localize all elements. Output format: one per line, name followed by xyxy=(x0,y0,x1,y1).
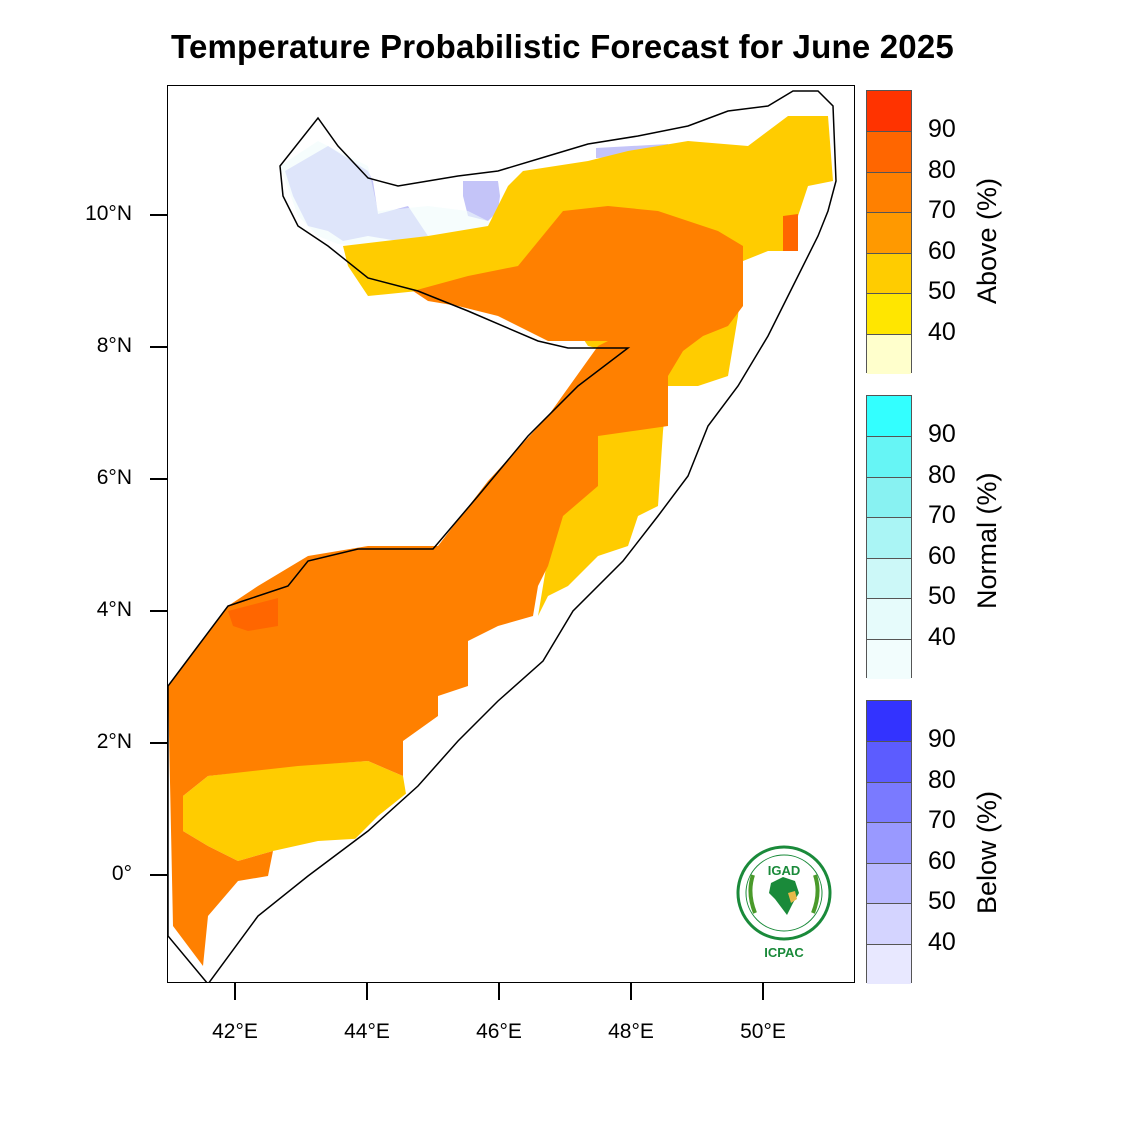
y-tick-mark xyxy=(150,610,167,612)
legend-label: 60 xyxy=(928,846,956,875)
y-tick-mark xyxy=(150,214,167,216)
legend-swatch xyxy=(867,557,911,599)
legend-swatch xyxy=(867,131,911,172)
legend-swatch xyxy=(867,741,911,782)
legend-title: Below (%) xyxy=(972,790,1002,914)
forecast-map xyxy=(168,90,854,982)
legend-swatch xyxy=(867,638,911,679)
above-80-patch xyxy=(228,598,278,631)
legend-label: 80 xyxy=(928,460,956,489)
above-50-south xyxy=(183,761,408,861)
y-tick-label: 6°N xyxy=(96,466,132,489)
x-tick-label: 46°E xyxy=(476,1020,522,1043)
legend-swatch xyxy=(867,822,911,863)
legend-bar xyxy=(866,395,912,679)
logo-top-text: IGAD xyxy=(768,863,801,878)
legend-swatch xyxy=(867,943,911,984)
legend-label: 40 xyxy=(928,317,956,346)
x-tick-mark xyxy=(498,983,500,1000)
x-tick-mark xyxy=(234,983,236,1000)
legend-label: 50 xyxy=(928,277,956,306)
legend-label: 60 xyxy=(928,541,956,570)
x-tick-mark xyxy=(762,983,764,1000)
legend-label: 80 xyxy=(928,155,956,184)
legend-swatch xyxy=(867,598,911,639)
y-tick-label: 8°N xyxy=(96,334,132,357)
legend-label: 70 xyxy=(928,501,956,530)
below-normal-strip xyxy=(463,181,500,221)
legend-swatch xyxy=(867,333,911,374)
legend-label: 90 xyxy=(928,420,956,449)
legend-swatch xyxy=(867,252,911,294)
legend-swatch xyxy=(867,171,911,213)
legend-title: Above (%) xyxy=(972,177,1002,304)
legend-swatch xyxy=(867,903,911,944)
x-tick-label: 44°E xyxy=(344,1020,390,1043)
country-border xyxy=(168,90,837,982)
legend-swatch xyxy=(867,781,911,823)
legend-swatch xyxy=(867,701,911,742)
legend-label: 40 xyxy=(928,622,956,651)
legend-label: 70 xyxy=(928,806,956,835)
y-tick-mark xyxy=(150,742,167,744)
logo-bottom-text: ICPAC xyxy=(764,945,804,960)
y-tick-mark xyxy=(150,874,167,876)
map-panel xyxy=(167,85,855,983)
legend-label: 60 xyxy=(928,236,956,265)
x-tick-mark xyxy=(630,983,632,1000)
legend-label: 70 xyxy=(928,196,956,225)
legend-title: Normal (%) xyxy=(972,471,1002,609)
x-tick-label: 42°E xyxy=(212,1020,258,1043)
ocean-mask xyxy=(209,187,854,982)
legend-label: 80 xyxy=(928,765,956,794)
y-tick-label: 10°N xyxy=(85,202,132,225)
y-tick-mark xyxy=(150,478,167,480)
legend-swatch xyxy=(867,476,911,518)
legend-swatch xyxy=(867,212,911,253)
chart-title: Temperature Probabilistic Forecast for J… xyxy=(171,28,954,65)
legend-swatch xyxy=(867,396,911,437)
legend-swatch xyxy=(867,517,911,558)
x-tick-label: 48°E xyxy=(608,1020,654,1043)
legend-label: 40 xyxy=(928,927,956,956)
legend-bar xyxy=(866,700,912,984)
legend-label: 90 xyxy=(928,725,956,754)
legend-label: 50 xyxy=(928,582,956,611)
above-70-main xyxy=(168,206,743,966)
legend-label: 90 xyxy=(928,115,956,144)
above-80-east xyxy=(783,214,798,251)
legend-label: 50 xyxy=(928,887,956,916)
legend-bar xyxy=(866,90,912,374)
x-tick-mark xyxy=(366,983,368,1000)
y-tick-mark xyxy=(150,346,167,348)
legend-swatch xyxy=(867,436,911,477)
x-tick-label: 50°E xyxy=(740,1020,786,1043)
icpac-logo: IGAD ICPAC xyxy=(733,845,835,963)
normal-region xyxy=(280,141,498,246)
legend-swatch xyxy=(867,862,911,904)
y-tick-label: 4°N xyxy=(96,598,132,621)
y-tick-label: 2°N xyxy=(96,730,132,753)
legend-swatch xyxy=(867,91,911,132)
legend-swatch xyxy=(867,293,911,334)
y-tick-label: 0° xyxy=(111,862,132,885)
